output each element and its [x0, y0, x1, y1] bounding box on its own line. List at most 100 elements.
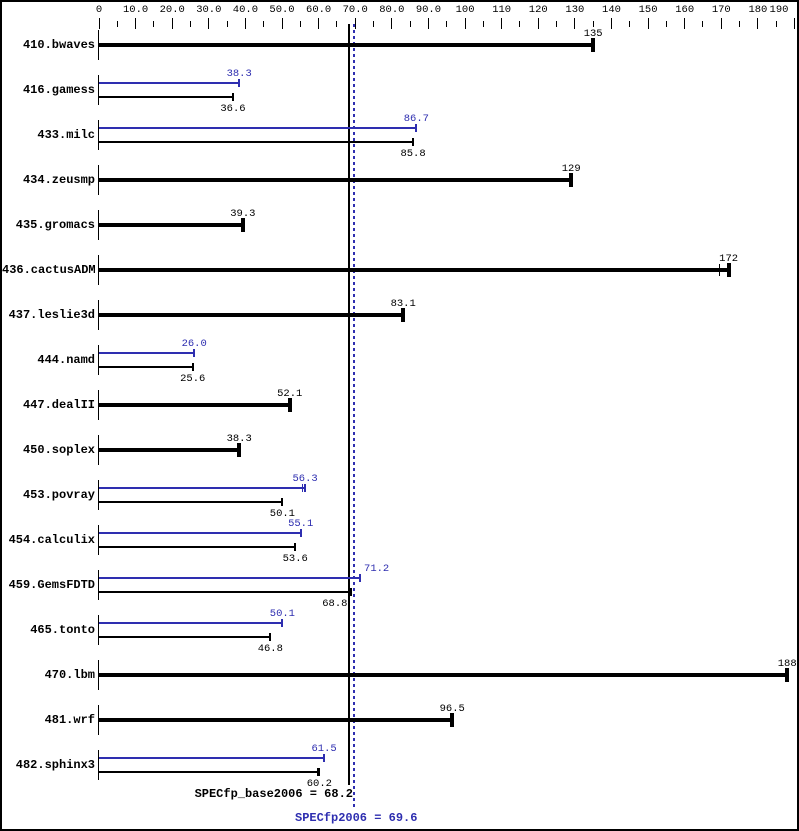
base-bar — [99, 96, 233, 98]
base-bar-endcap — [231, 93, 234, 101]
row-axis-segment — [98, 750, 99, 780]
base-bar-endcap — [318, 768, 321, 776]
axis-tick-label: 70.0 — [342, 4, 368, 16]
axis-tick-label: 170 — [711, 4, 731, 16]
base-bar — [99, 448, 240, 452]
axis-major-tick — [684, 18, 686, 29]
base-bar-endcap — [401, 308, 406, 322]
axis-major-tick — [427, 18, 429, 29]
peak-bar — [99, 577, 360, 579]
axis-major-tick — [98, 18, 100, 29]
base-bar-endcap — [591, 38, 596, 52]
peak-bar — [99, 532, 301, 534]
row-axis-segment — [98, 435, 99, 465]
peak-value-label: 55.1 — [288, 518, 314, 530]
peak-value-label: 61.5 — [311, 743, 337, 755]
benchmark-label: 410.bwaves — [22, 38, 95, 52]
base-value-label: 60.2 — [306, 778, 332, 790]
base-value-label: 50.1 — [269, 508, 295, 520]
benchmark-label: 453.povray — [22, 488, 95, 502]
row-axis-segment — [98, 300, 99, 330]
peak-bar-endcap — [281, 619, 284, 627]
axis-tick-label: 40.0 — [232, 4, 259, 16]
base-value-label: 83.1 — [390, 298, 416, 310]
axis-major-tick — [647, 18, 649, 29]
peak-bar — [99, 622, 283, 624]
benchmark-label: 450.soplex — [22, 443, 95, 457]
row-axis-segment — [98, 705, 99, 735]
peak-bar — [99, 352, 195, 354]
axis-tick-label: 160 — [675, 4, 695, 16]
axis-minor-tick — [299, 21, 301, 27]
axis-minor-tick — [775, 21, 777, 27]
base-bar-endcap — [191, 363, 194, 371]
peak-value-label: 56.3 — [292, 473, 318, 485]
base-value-label: 38.3 — [226, 433, 252, 445]
peak-bar-endcap — [304, 484, 307, 492]
run-tick — [449, 714, 451, 726]
axis-minor-tick — [519, 21, 521, 27]
base-bar-endcap — [726, 263, 731, 277]
base-value-label: 129 — [561, 163, 581, 175]
base-bar — [99, 501, 283, 503]
axis-tick-label: 120 — [528, 4, 548, 16]
base-bar — [99, 718, 453, 722]
run-tick — [317, 768, 319, 776]
row-axis-segment — [98, 120, 99, 150]
axis-major-tick — [354, 18, 356, 29]
base-value-label: 96.5 — [439, 703, 465, 715]
benchmark-label: 444.namd — [37, 353, 95, 367]
axis-minor-tick — [336, 21, 338, 27]
row-axis-segment — [98, 165, 99, 195]
peak-bar-endcap — [415, 124, 418, 132]
base-value-label: 68.8 — [322, 598, 348, 610]
axis-minor-tick — [226, 21, 228, 27]
base-bar — [99, 636, 271, 638]
base-bar-endcap — [412, 138, 415, 146]
base-bar — [99, 771, 320, 773]
base-bar — [99, 673, 788, 677]
axis-major-tick — [171, 18, 173, 29]
peak-bar — [99, 82, 240, 84]
base-value-label: 52.1 — [277, 388, 303, 400]
benchmark-label: 454.calculix — [8, 533, 95, 547]
row-axis-segment — [98, 255, 99, 285]
peak-value-label: 38.3 — [226, 68, 252, 80]
axis-minor-tick — [116, 21, 118, 27]
peak-bar-endcap — [323, 754, 326, 762]
base-bar-endcap — [269, 633, 272, 641]
run-tick — [302, 484, 304, 492]
peak-bar — [99, 757, 325, 759]
base-bar-endcap — [281, 498, 284, 506]
axis-tick-label: 140 — [602, 4, 621, 16]
benchmark-label: 447.dealII — [22, 398, 95, 412]
benchmark-label: 482.sphinx3 — [15, 758, 95, 772]
benchmark-label: 416.gamess — [22, 83, 95, 97]
benchmark-label: 470.lbm — [44, 668, 95, 682]
row-axis-segment — [98, 615, 99, 645]
peak-bar-endcap — [238, 79, 241, 87]
base-value-label: 85.8 — [400, 148, 426, 160]
reference-line-base-mean — [347, 24, 350, 785]
axis-minor-tick — [409, 21, 411, 27]
base-bar-endcap — [349, 588, 352, 596]
base-bar-endcap — [287, 398, 292, 412]
base-bar-endcap — [450, 713, 455, 727]
axis-major-tick — [720, 18, 722, 29]
row-axis-segment — [98, 210, 99, 240]
axis-minor-tick — [739, 21, 741, 27]
base-bar — [99, 141, 414, 143]
axis-minor-tick — [629, 21, 631, 27]
axis-major-tick — [464, 18, 466, 29]
axis-major-tick — [794, 18, 795, 29]
benchmark-label: 437.leslie3d — [8, 308, 95, 322]
peak-bar-endcap — [193, 349, 196, 357]
benchmark-label: 436.cactusADM — [2, 263, 96, 277]
base-bar-endcap — [569, 173, 574, 187]
axis-tick-label: 130 — [565, 4, 585, 16]
peak-value-label: 71.2 — [364, 563, 390, 575]
base-value-label: 53.6 — [282, 553, 308, 565]
base-bar — [99, 268, 729, 272]
